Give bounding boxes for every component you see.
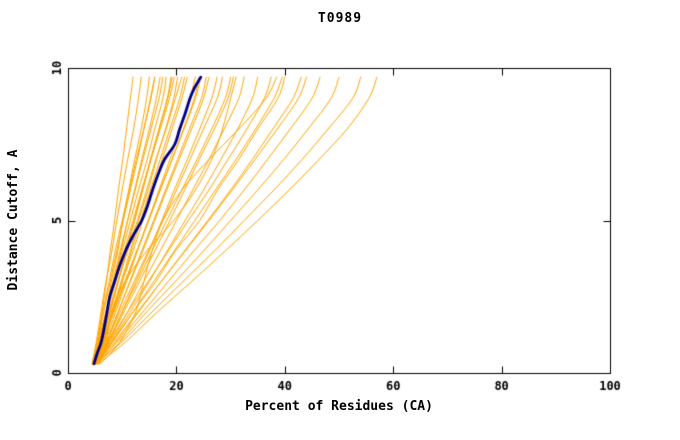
chart-title: T0989 xyxy=(317,11,363,26)
y-axis-label: Distance Cutoff, A xyxy=(6,149,21,291)
x-axis-label: Percent of Residues (CA) xyxy=(245,399,433,414)
